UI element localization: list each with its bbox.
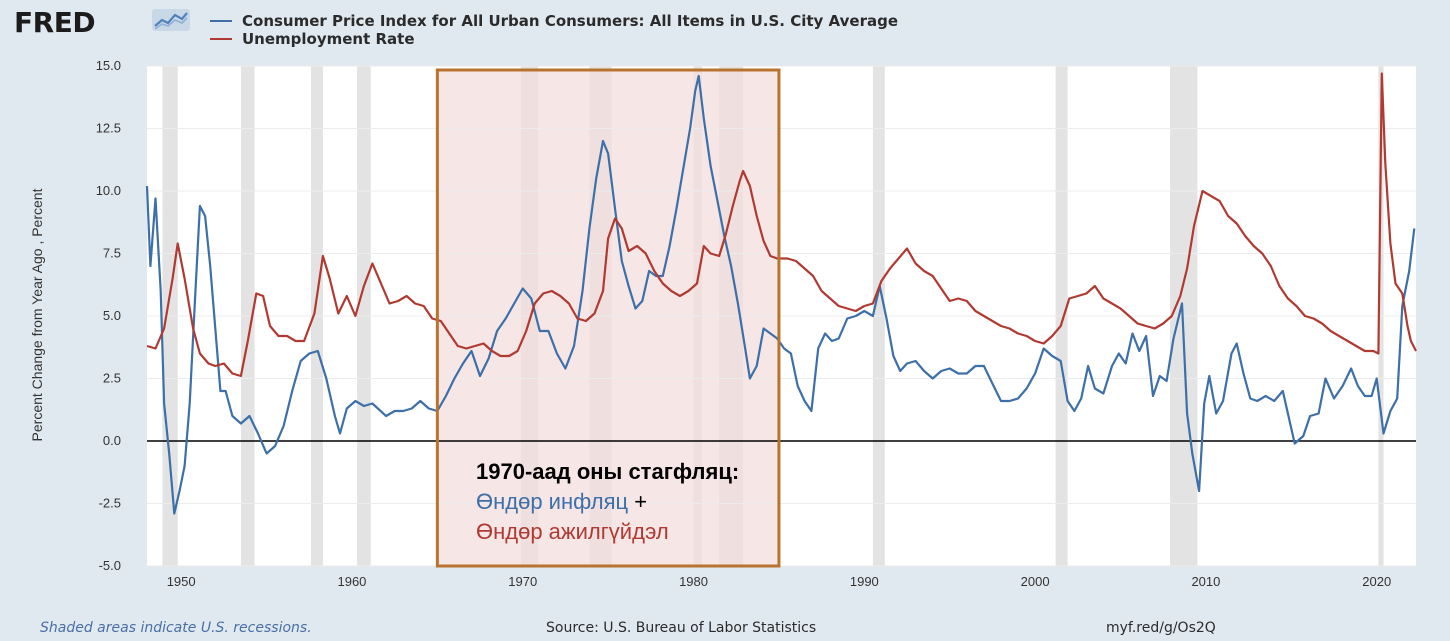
y-tick-label: 2.5 <box>103 371 121 386</box>
y-tick-label: 0.0 <box>103 433 121 448</box>
legend-swatch-cpi <box>210 20 232 22</box>
x-tick-label: 2020 <box>1362 574 1391 589</box>
source-text: Source: U.S. Bureau of Labor Statistics <box>546 620 817 636</box>
series-line-0[interactable] <box>145 74 1416 515</box>
annotation-high-unemployment: Өндөр ажилгүйдэл <box>476 519 669 544</box>
y-tick-label: 7.5 <box>103 246 121 261</box>
y-axis-title: Percent Change from Year Ago , Percent <box>29 188 45 441</box>
chart-header: FRED Consumer Price Index for All Urban … <box>0 0 1450 60</box>
legend-label-cpi: Consumer Price Index for All Urban Consu… <box>242 12 899 30</box>
short-link[interactable]: myf.red/g/Os2Q <box>1106 620 1216 636</box>
annotation-high-inflation: Өндөр инфляц <box>476 489 629 514</box>
annotation-line-inflation: Өндөр инфляц + <box>476 487 739 517</box>
x-tick-label: 1980 <box>679 574 708 589</box>
stagflation-annotation: 1970-аад оны стагфляц: Өндөр инфляц + Өн… <box>476 457 739 547</box>
legend-label-unemployment: Unemployment Rate <box>242 30 415 48</box>
x-tick-label: 1970 <box>508 574 537 589</box>
x-tick-label: 2010 <box>1191 574 1220 589</box>
y-tick-label: 5.0 <box>103 308 121 323</box>
x-tick-label: 1950 <box>167 574 196 589</box>
stagflation-highlight-box <box>435 68 781 568</box>
y-tick-label: 12.5 <box>96 121 121 136</box>
grid <box>147 65 1416 567</box>
legend-swatch-unemployment <box>210 38 232 40</box>
series-line-1[interactable] <box>146 72 1417 378</box>
x-tick-label: 1990 <box>850 574 879 589</box>
x-tick-label: 2000 <box>1021 574 1050 589</box>
legend-item-unemployment[interactable]: Unemployment Rate <box>210 30 415 48</box>
annotation-title: 1970-аад оны стагфляц: <box>476 459 740 484</box>
recession-note: Shaded areas indicate U.S. recessions. <box>40 620 312 636</box>
y-tick-label: -2.5 <box>99 496 121 511</box>
legend-item-cpi[interactable]: Consumer Price Index for All Urban Consu… <box>210 12 898 30</box>
y-axis-ticks: 15.0 12.5 10.0 7.5 5.0 2.5 0.0 -2.5 -5.0 <box>96 58 121 573</box>
series-lines <box>145 72 1417 515</box>
x-axis-ticks: 1950 1960 1970 1980 1990 2000 2010 2020 <box>167 574 1391 589</box>
fred-logo: FRED <box>14 6 96 39</box>
y-tick-label: 15.0 <box>96 58 121 73</box>
y-tick-label: -5.0 <box>99 558 121 573</box>
fred-logo-chart-icon <box>152 9 190 31</box>
y-tick-label: 10.0 <box>96 183 121 198</box>
annotation-plus: + <box>628 489 648 514</box>
x-tick-label: 1960 <box>337 574 366 589</box>
